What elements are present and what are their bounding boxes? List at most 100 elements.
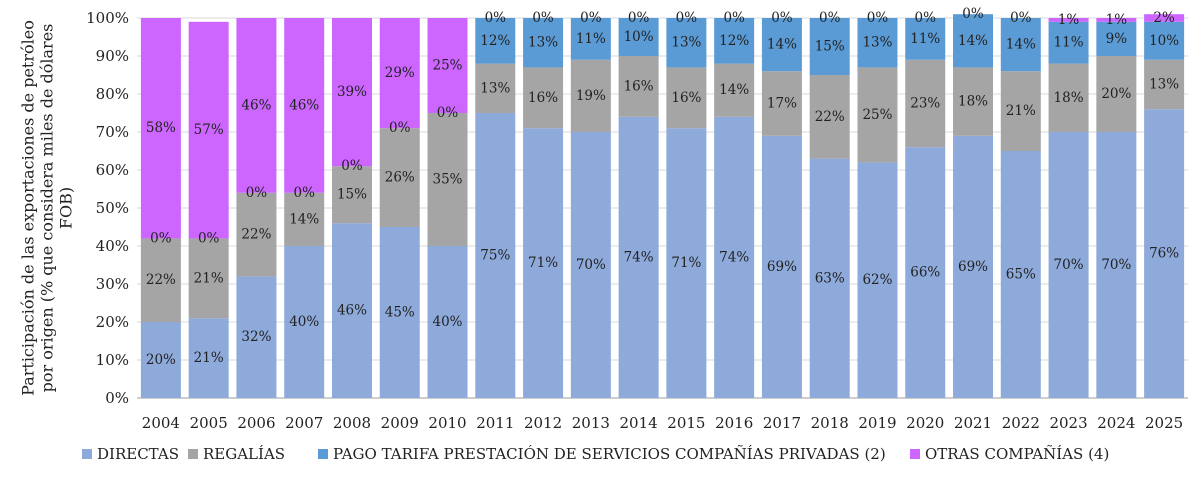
bar-segment	[1144, 59, 1185, 110]
data-label: 11%	[910, 31, 940, 47]
data-label: 13%	[671, 35, 701, 51]
data-label: 0%	[819, 10, 841, 26]
bar-segment	[331, 18, 372, 167]
x-tick-label: 2007	[285, 414, 323, 432]
data-label: 45%	[385, 305, 415, 321]
bar-segment	[714, 116, 755, 399]
data-label: 17%	[767, 96, 797, 112]
bar-segment	[523, 128, 564, 398]
data-label: 9%	[1106, 31, 1128, 47]
bar-segment	[953, 14, 994, 68]
x-tick-label: 2018	[811, 414, 849, 432]
data-label: 62%	[862, 272, 892, 288]
x-tick-label: 2011	[476, 414, 514, 432]
data-label: 13%	[528, 35, 558, 51]
y-axis-title: Participación de las exportaciones de pe…	[19, 20, 76, 396]
legend-label: DIRECTAS	[97, 445, 179, 463]
data-label: 22%	[241, 227, 271, 243]
data-label: 2%	[1153, 10, 1175, 26]
data-label: 71%	[671, 255, 701, 271]
bar-segment	[1144, 14, 1185, 22]
bar-segment	[1048, 132, 1089, 398]
y-tick-label: 20%	[96, 313, 129, 331]
bar-segment	[809, 18, 850, 75]
data-label: 74%	[719, 249, 749, 265]
data-label: 21%	[194, 270, 224, 286]
x-tick-label: 2024	[1097, 414, 1135, 432]
bar-segment	[236, 192, 277, 277]
data-label: 0%	[532, 10, 554, 26]
data-label: 0%	[437, 105, 459, 121]
data-label: 35%	[433, 172, 463, 188]
y-tick-label: 80%	[96, 85, 129, 103]
bar-segment	[570, 132, 611, 398]
bar-segment	[188, 21, 229, 239]
bar-segment	[427, 113, 468, 246]
y-axis-title-line: FOB)	[57, 187, 76, 229]
data-label: 14%	[958, 33, 988, 49]
data-label: 25%	[433, 58, 463, 74]
data-label: 13%	[480, 80, 510, 96]
x-axis-ticks: 2004 2005 2006 2007 2008 2009 2010 2011 2012 2013…	[142, 414, 1183, 432]
data-label: 20%	[146, 352, 176, 368]
bar-segment	[331, 166, 372, 224]
bar-segment	[857, 162, 898, 398]
data-label: 21%	[194, 350, 224, 366]
y-tick-label: 40%	[96, 237, 129, 255]
data-label: 0%	[485, 10, 507, 26]
x-tick-label: 2008	[333, 414, 371, 432]
data-label: 26%	[385, 170, 415, 186]
data-label: 46%	[241, 97, 271, 113]
data-label: 19%	[576, 88, 606, 104]
bar-segment	[379, 128, 420, 227]
bar-segment	[1048, 21, 1089, 64]
bar-segment	[1096, 56, 1137, 132]
x-tick-label: 2021	[954, 414, 992, 432]
bar-segment	[284, 192, 325, 246]
bar-segment	[140, 18, 181, 239]
bar-segment	[1000, 151, 1041, 398]
bar-segment	[1000, 18, 1041, 72]
bar-segment	[857, 67, 898, 163]
legend-swatch	[318, 449, 328, 459]
data-label: 16%	[528, 90, 558, 106]
bar-segment	[284, 18, 325, 193]
data-label: 14%	[767, 37, 797, 53]
bar-segment	[140, 322, 181, 398]
data-label: 0%	[628, 10, 650, 26]
bar-segment	[570, 18, 611, 60]
data-label: 11%	[1054, 35, 1084, 51]
legend-label: PAGO TARIFA PRESTACIÓN DE SERVICIOS COMP…	[333, 445, 886, 463]
bar-segment	[714, 18, 755, 64]
bar-segment	[284, 246, 325, 398]
y-tick-label: 60%	[96, 161, 129, 179]
y-tick-label: 70%	[96, 123, 129, 141]
data-label: 15%	[337, 187, 367, 203]
bar-segment	[666, 67, 707, 129]
x-tick-label: 2013	[572, 414, 610, 432]
data-label: 0%	[293, 185, 315, 201]
data-label: 29%	[385, 65, 415, 81]
x-tick-label: 2019	[858, 414, 896, 432]
y-tick-label: 100%	[86, 9, 129, 27]
y-axis-title-line: Participación de las exportaciones de pe…	[19, 20, 38, 396]
y-tick-label: 90%	[96, 47, 129, 65]
data-label: 46%	[337, 303, 367, 319]
data-label: 70%	[1054, 257, 1084, 273]
data-label: 71%	[528, 255, 558, 271]
data-label: 40%	[433, 314, 463, 330]
data-label: 15%	[815, 39, 845, 55]
bar-segment	[809, 158, 850, 398]
bar-segment	[427, 18, 468, 113]
data-label: 13%	[1149, 77, 1179, 93]
data-label: 22%	[815, 109, 845, 125]
bar-segment	[618, 116, 659, 399]
x-tick-label: 2014	[620, 414, 658, 432]
data-label: 0%	[1010, 10, 1032, 26]
legend-swatch	[910, 449, 920, 459]
y-tick-label: 50%	[96, 199, 129, 217]
data-label: 66%	[910, 265, 940, 281]
x-tick-label: 2012	[524, 414, 562, 432]
data-label: 0%	[962, 6, 984, 22]
